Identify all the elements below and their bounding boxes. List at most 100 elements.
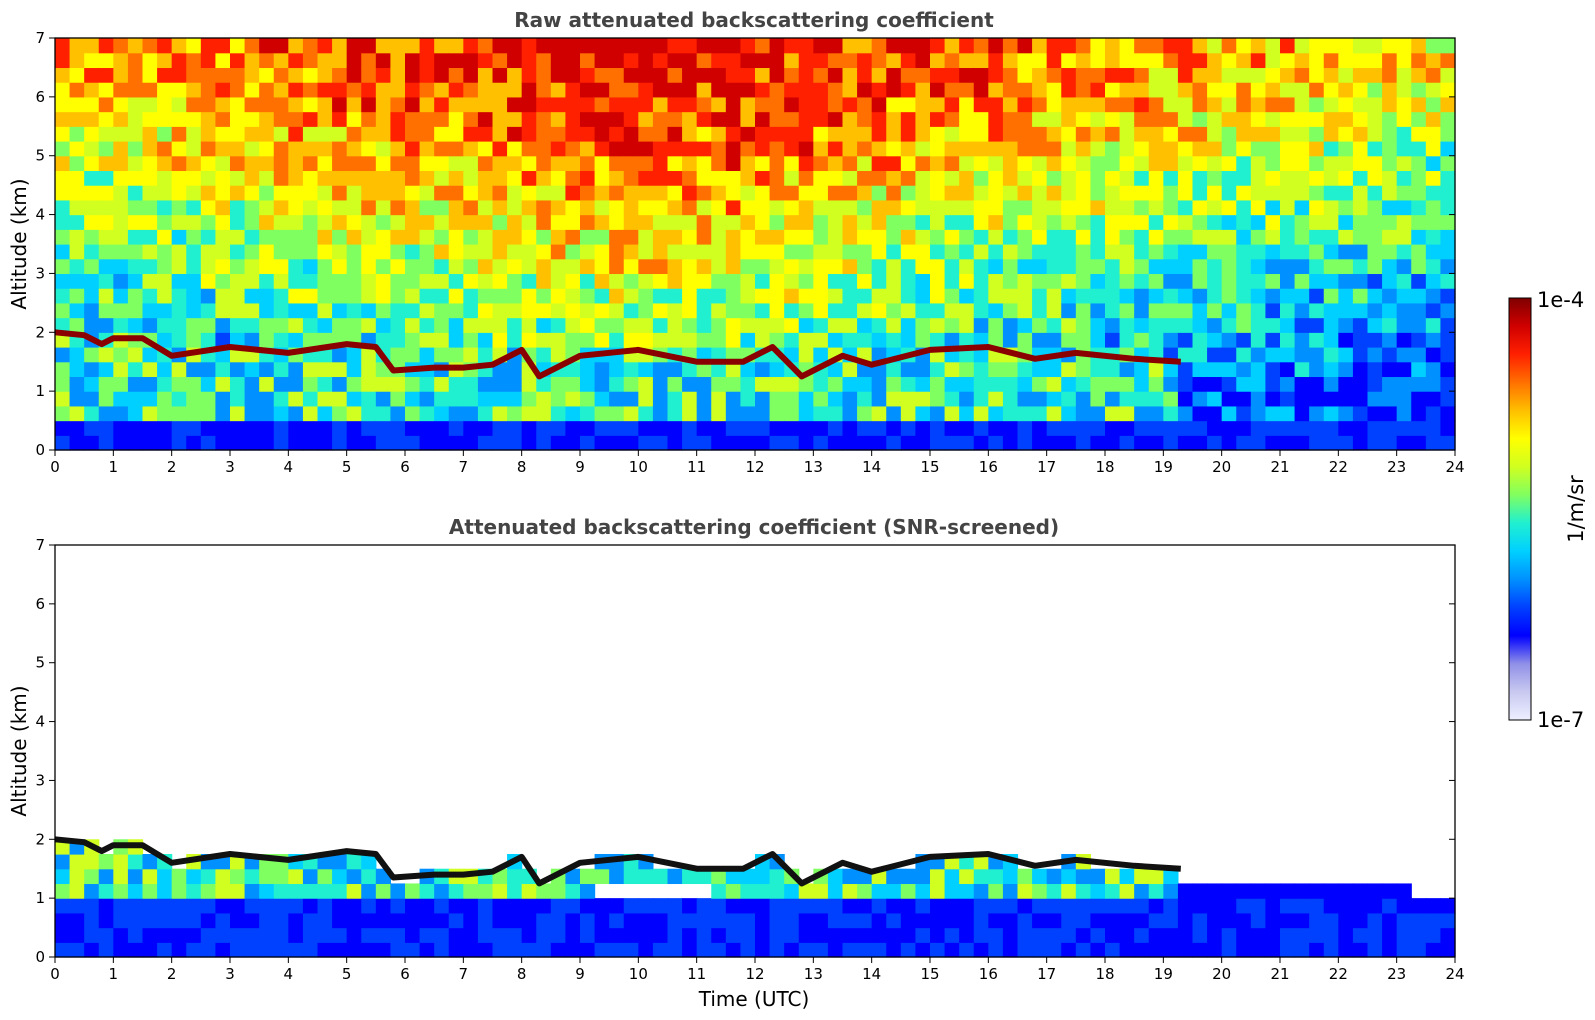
heatmap-cell: [361, 199, 377, 216]
heatmap-cell: [1017, 868, 1033, 885]
heatmap-cell: [463, 96, 479, 113]
heatmap-cell: [798, 38, 814, 54]
heatmap-cell: [973, 405, 989, 422]
heatmap-cell: [273, 288, 289, 304]
heatmap-cell: [332, 435, 348, 451]
heatmap-cell: [98, 155, 114, 172]
heatmap-cell: [609, 141, 625, 157]
heatmap-cell: [1105, 96, 1121, 113]
heatmap-cell: [1367, 332, 1383, 348]
heatmap-cell: [419, 38, 435, 54]
heatmap-cell: [842, 302, 858, 319]
heatmap-cell: [1382, 347, 1398, 363]
cloud-top-line: [54, 329, 1181, 380]
heatmap-cell: [200, 244, 217, 260]
x-tick-label: 19: [1154, 965, 1173, 983]
heatmap-cell: [900, 317, 917, 333]
heatmap-cell: [550, 347, 567, 363]
heatmap-cell: [288, 155, 304, 172]
heatmap-cell: [1221, 185, 1237, 201]
heatmap-cell: [536, 170, 552, 186]
heatmap-cell: [1265, 52, 1281, 69]
heatmap-cell: [580, 361, 596, 378]
heatmap-cell: [1061, 52, 1077, 69]
heatmap-cell: [827, 258, 844, 275]
heatmap-cell: [477, 912, 494, 929]
heatmap-cell: [288, 126, 304, 142]
heatmap-cell: [1119, 96, 1135, 113]
heatmap-cell: [332, 111, 348, 127]
heatmap-cell: [1323, 52, 1339, 69]
heatmap-cell: [1105, 199, 1121, 216]
heatmap-cell: [1280, 82, 1296, 98]
heatmap-cell: [477, 258, 494, 275]
heatmap-cell: [1075, 288, 1092, 304]
heatmap-cell: [317, 96, 333, 113]
heatmap-cell: [361, 38, 377, 54]
heatmap-cell: [988, 199, 1004, 216]
y-tick-label: 1: [35, 382, 45, 400]
heatmap-cell: [113, 126, 129, 142]
heatmap-cell: [1134, 391, 1150, 407]
heatmap-cell: [1207, 155, 1223, 172]
heatmap-cell: [871, 52, 887, 69]
heatmap-cell: [1075, 229, 1092, 245]
heatmap-cell: [769, 155, 785, 172]
heatmap-cell: [930, 912, 946, 929]
heatmap-cell: [1134, 302, 1150, 319]
heatmap-cell: [1221, 376, 1237, 392]
heatmap-cell: [302, 927, 319, 943]
heatmap-cell: [1163, 883, 1179, 899]
heatmap-cell: [1250, 244, 1267, 260]
heatmap-cell: [682, 82, 698, 98]
heatmap-cell: [55, 854, 71, 870]
heatmap-cell: [1440, 82, 1456, 98]
heatmap-cell: [565, 244, 581, 260]
heatmap-cell: [565, 435, 581, 451]
heatmap-cell: [142, 52, 158, 69]
heatmap-cell: [84, 942, 100, 958]
heatmap-cell: [1046, 942, 1062, 958]
heatmap-cell: [580, 273, 596, 289]
heatmap-cell: [1090, 67, 1106, 83]
heatmap-cell: [1046, 199, 1062, 216]
heatmap-cell: [1236, 391, 1252, 407]
heatmap-cell: [1280, 199, 1296, 216]
heatmap-cell: [127, 199, 144, 216]
heatmap-cell: [1382, 420, 1398, 436]
heatmap-cell: [69, 405, 85, 422]
heatmap-cell: [1382, 376, 1398, 392]
heatmap-cell: [1294, 185, 1310, 201]
heatmap-cell: [434, 111, 450, 127]
heatmap-cell: [623, 912, 639, 929]
heatmap-cell: [842, 82, 858, 98]
heatmap-cell: [244, 942, 260, 958]
heatmap-cell: [521, 52, 537, 69]
heatmap-cell: [332, 52, 348, 69]
heatmap-cell: [1338, 141, 1354, 157]
heatmap-cell: [1163, 898, 1179, 914]
x-tick-label: 21: [1270, 965, 1289, 983]
heatmap-cell: [171, 96, 187, 113]
heatmap-cell: [1396, 435, 1412, 451]
heatmap-cell: [302, 898, 319, 914]
heatmap-cell: [55, 302, 71, 319]
heatmap-cell: [550, 126, 567, 142]
heatmap-cell: [230, 67, 246, 83]
heatmap-cell: [1323, 391, 1339, 407]
heatmap-cell: [755, 185, 771, 201]
heatmap-cell: [755, 141, 771, 157]
heatmap-cell: [652, 332, 669, 348]
heatmap-cell: [1148, 38, 1164, 54]
heatmap-cell: [507, 229, 523, 245]
heatmap-cell: [507, 38, 523, 54]
heatmap-cell: [959, 942, 975, 958]
heatmap-cell: [1002, 942, 1019, 958]
heatmap-cell: [871, 155, 887, 172]
heatmap-cell: [1280, 391, 1296, 407]
heatmap-cell: [580, 170, 596, 186]
heatmap-cell: [623, 96, 639, 113]
heatmap-cell: [171, 38, 187, 54]
heatmap-cell: [536, 199, 552, 216]
heatmap-cell: [332, 199, 348, 216]
